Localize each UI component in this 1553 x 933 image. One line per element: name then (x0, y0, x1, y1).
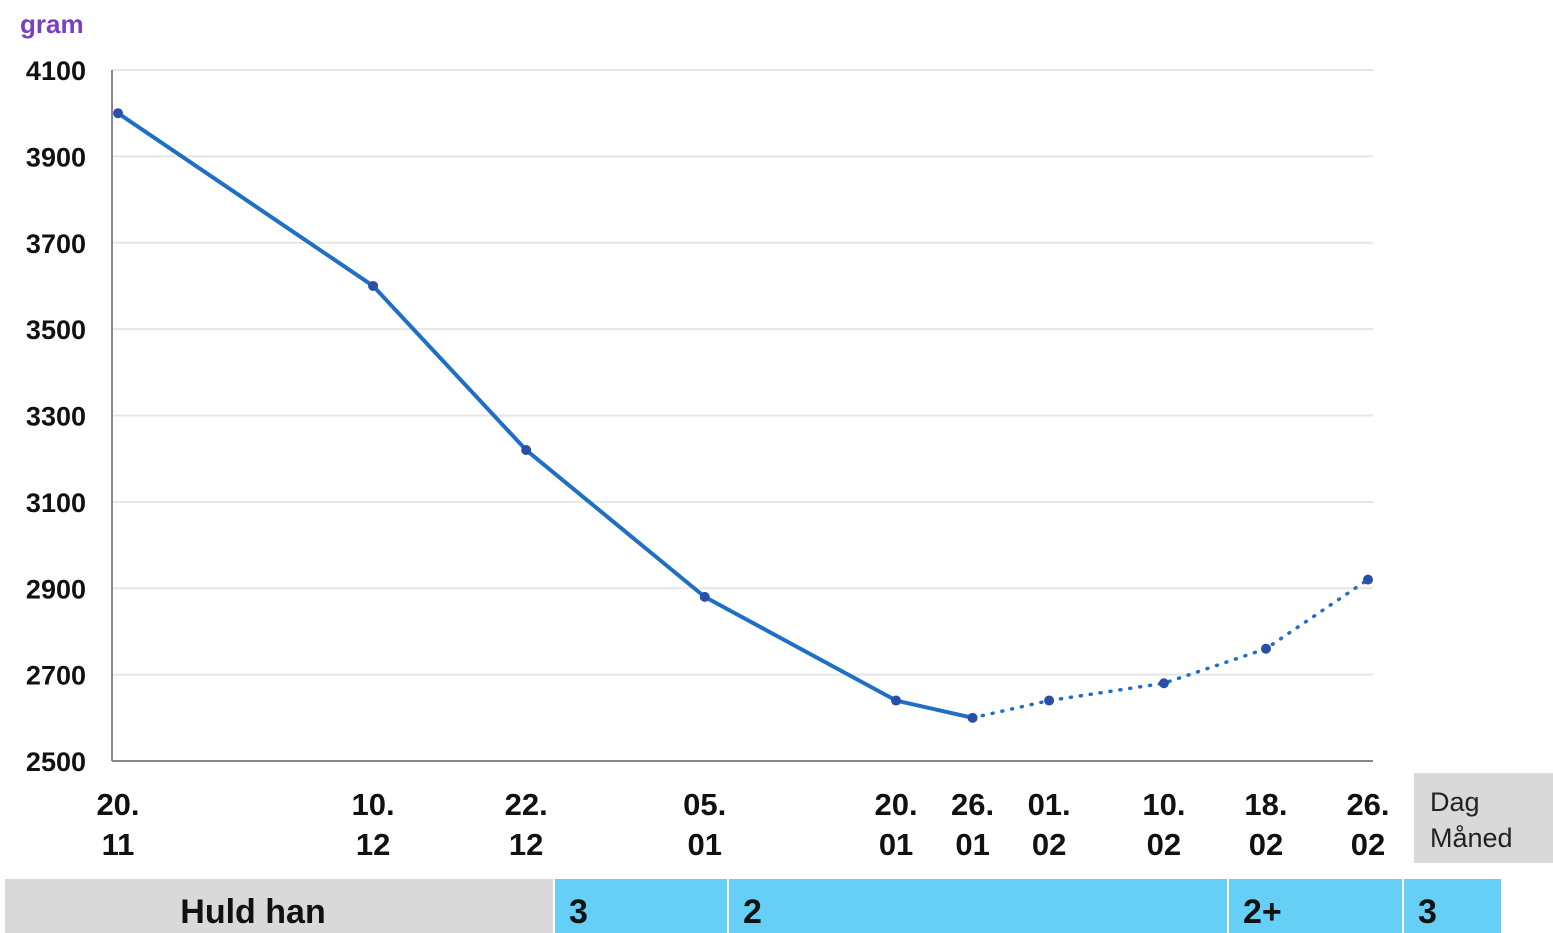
data-point (1158, 678, 1169, 689)
y-tick-label: 3700 (26, 229, 86, 259)
condition-row: Huld han 3 2 2+ 3 (5, 879, 1501, 933)
x-axis-legend-box (1414, 773, 1553, 863)
x-axis-legend: Dag Måned (1414, 773, 1553, 863)
x-tick-day: 26. (1346, 787, 1389, 822)
data-point (967, 712, 978, 723)
data-points (113, 108, 1373, 723)
data-point (1044, 695, 1055, 706)
data-point (891, 695, 902, 706)
data-point (1260, 643, 1271, 654)
x-tick-day: 01. (1028, 787, 1071, 822)
y-tick-label: 3300 (26, 402, 86, 432)
condition-segment (1229, 879, 1402, 933)
condition-segment-label: 2 (743, 893, 762, 931)
data-point (368, 280, 379, 291)
condition-segment-label: 2+ (1243, 893, 1282, 931)
gridlines (112, 69, 1373, 676)
x-tick-day: 10. (352, 787, 395, 822)
data-point (113, 108, 123, 119)
y-tick-label: 2700 (26, 661, 86, 691)
x-axis-legend-day: Dag (1430, 787, 1480, 817)
y-tick-label: 2500 (26, 747, 86, 777)
data-point (521, 445, 532, 456)
x-tick-month: 01 (955, 827, 989, 862)
x-tick-month: 02 (1249, 827, 1283, 862)
x-tick-day: 05. (683, 787, 726, 822)
y-tick-label: 2900 (26, 574, 86, 604)
x-tick-day: 10. (1142, 787, 1185, 822)
y-tick-label: 3100 (26, 488, 86, 518)
x-tick-month: 12 (356, 827, 390, 862)
series-line-solid (116, 111, 975, 720)
x-tick-month: 02 (1032, 827, 1066, 862)
x-tick-month: 01 (687, 827, 721, 862)
y-tick-label: 4100 (26, 56, 86, 86)
data-point (699, 591, 710, 602)
condition-segment-label: 3 (569, 893, 588, 931)
y-axis-label: gram (20, 9, 84, 39)
y-tick-label: 3900 (26, 142, 86, 172)
x-tick-month: 11 (102, 827, 135, 862)
x-axis-legend-month: Måned (1430, 823, 1513, 853)
condition-header: Huld han (180, 893, 325, 931)
x-tick-month: 12 (509, 827, 543, 862)
x-tick-day: 20. (96, 787, 139, 822)
x-tick-month: 01 (879, 827, 913, 862)
condition-segment-label: 3 (1418, 893, 1437, 931)
x-tick-month: 02 (1147, 827, 1181, 862)
x-tick-day: 18. (1244, 787, 1287, 822)
x-tick-day: 22. (505, 787, 548, 822)
x-tick-labels: 20. 11 10. 12 22. 12 05. 01 20. 01 26. 01 01. 02 10. 02… (96, 787, 1389, 862)
series-group (116, 111, 1370, 720)
condition-segment (729, 879, 1227, 933)
y-tick-labels: 2500 2700 2900 3100 3300 3500 3700 3900 4100 (26, 56, 86, 777)
condition-segment (555, 879, 727, 933)
series-line-dotted (970, 577, 1370, 720)
x-tick-day: 26. (951, 787, 994, 822)
condition-header-box (5, 879, 553, 933)
x-tick-day: 20. (875, 787, 918, 822)
data-point (1363, 574, 1373, 585)
x-tick-month: 02 (1351, 827, 1385, 862)
y-tick-label: 3500 (26, 315, 86, 345)
condition-segment (1404, 879, 1501, 933)
